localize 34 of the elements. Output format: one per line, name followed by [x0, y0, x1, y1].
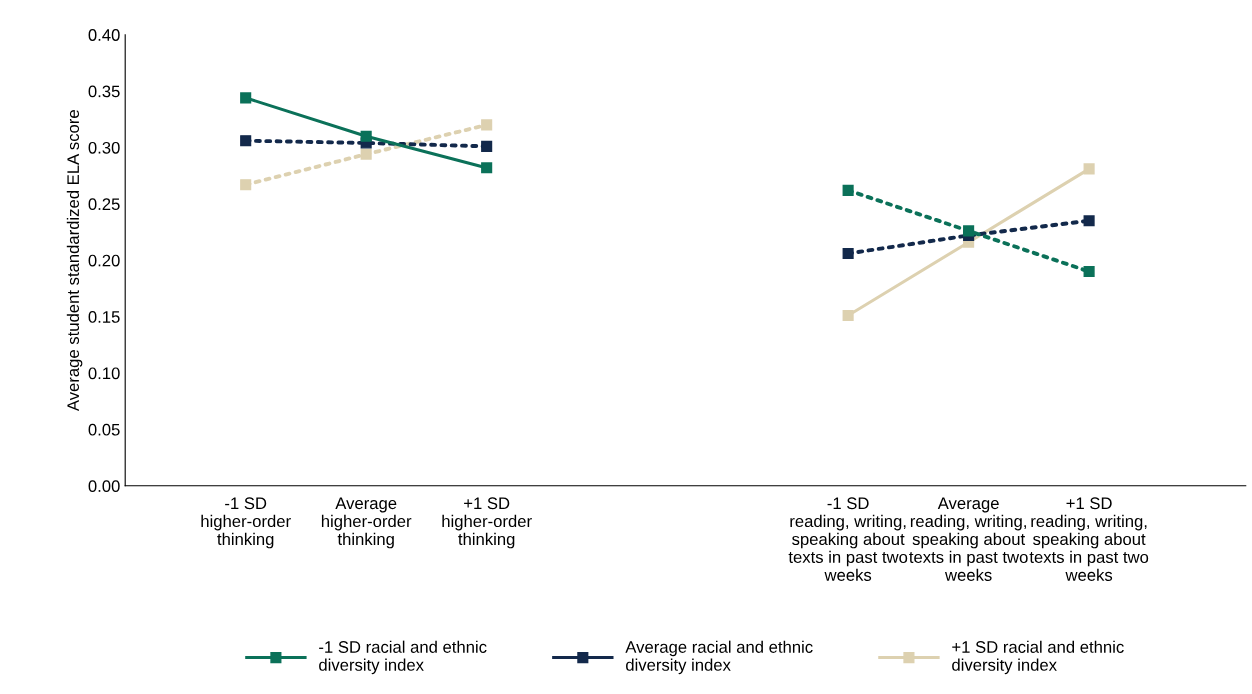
x-tick-label: Average reading, writing, speaking about texts in past two weeks: [909, 497, 1028, 581]
x-tick-label: +1 SD reading, writing, speaking about texts in past two weeks: [1029, 497, 1149, 581]
point: [1083, 215, 1095, 227]
point: [481, 119, 493, 131]
y-axis-title: Average student standardized ELA score: [66, 110, 83, 412]
point: [842, 184, 854, 196]
y-tick-label: 0.15: [88, 311, 120, 323]
point: [481, 162, 493, 174]
point: [481, 140, 493, 152]
point: [1083, 163, 1095, 175]
y-tick-label: 0.30: [88, 141, 120, 154]
point: [360, 148, 372, 160]
point: [842, 247, 854, 260]
point: [360, 130, 372, 142]
x-tick-label: +1 SD higher-order thinking: [442, 497, 532, 549]
y-tick-label: 0.00: [88, 480, 120, 492]
y-tick-label: 0.10: [88, 367, 120, 380]
y-tick-label: 0.25: [88, 198, 120, 211]
legend-label: Average racial and ethnic diversity index: [625, 640, 813, 675]
point: [240, 92, 252, 104]
point: [842, 309, 854, 322]
point: [240, 135, 252, 147]
point: [1083, 265, 1095, 278]
y-tick-label: 0.05: [88, 423, 120, 436]
x-tick-label: Average higher-order thinking: [321, 497, 412, 549]
y-tick-label: 0.20: [88, 254, 120, 267]
legend-label: +1 SD racial and ethnic diversity index: [952, 640, 1124, 675]
y-tick-label: 0.40: [88, 29, 120, 41]
y-tick-label: 0.35: [88, 85, 120, 98]
x-tick-label: -1 SD higher-order thinking: [201, 497, 291, 549]
point: [963, 225, 975, 237]
legend-label: -1 SD racial and ethnic diversity index: [319, 640, 487, 675]
point: [240, 179, 252, 191]
x-tick-label: -1 SD reading, writing, speaking about texts in past two weeks: [788, 497, 908, 581]
